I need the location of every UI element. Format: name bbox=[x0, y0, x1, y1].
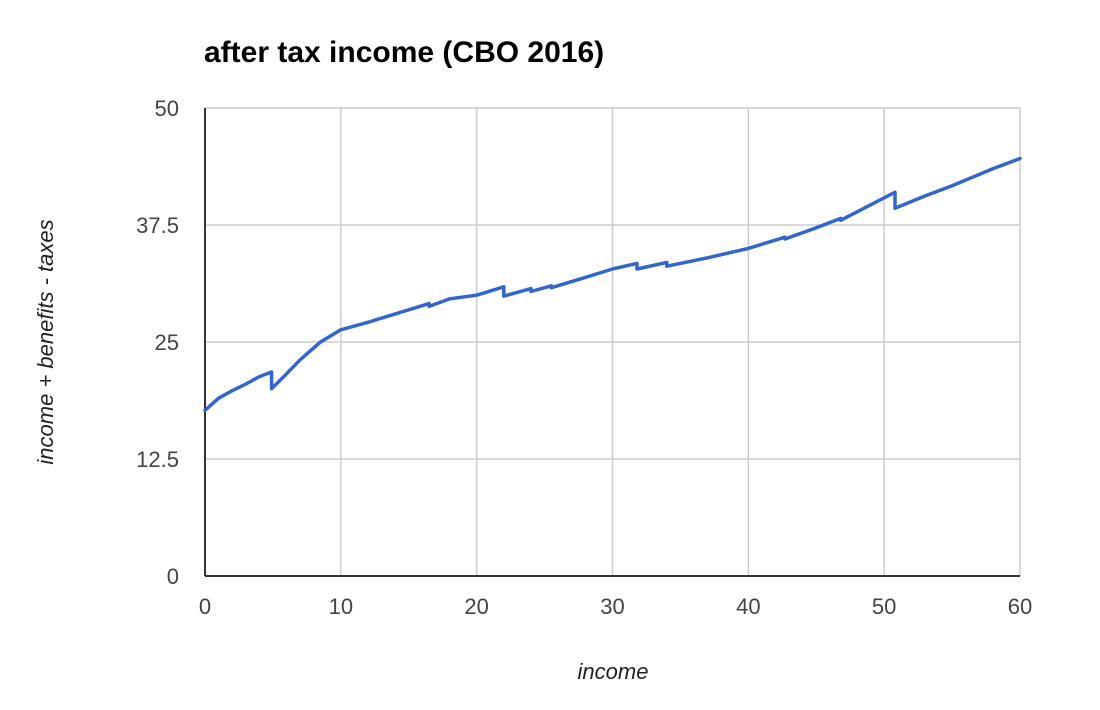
y-tick-label-1: 12.5 bbox=[136, 447, 179, 472]
x-tick-label-1: 10 bbox=[329, 594, 353, 619]
x-tick-label-6: 60 bbox=[1008, 594, 1032, 619]
y-tick-label-2: 25 bbox=[155, 330, 179, 355]
x-tick-label-3: 30 bbox=[600, 594, 624, 619]
chart-title: after tax income (CBO 2016) bbox=[204, 36, 604, 69]
y-tick-label-4: 50 bbox=[155, 96, 179, 121]
axis-layer bbox=[204, 108, 1020, 577]
series-line-0 bbox=[203, 156, 1022, 413]
x-tick-label-5: 50 bbox=[872, 594, 896, 619]
x-tick-label-2: 20 bbox=[464, 594, 488, 619]
x-tick-label-4: 40 bbox=[736, 594, 760, 619]
tick-layer: 0 10 20 30 40 50 60 0 12.5 25 37.5 50 bbox=[136, 96, 1032, 619]
y-tick-label-3: 37.5 bbox=[136, 213, 179, 238]
y-axis-label: income + benefits - taxes bbox=[33, 219, 58, 464]
grid-layer bbox=[205, 107, 1021, 576]
x-axis-label: income bbox=[578, 659, 649, 684]
x-tick-label-0: 0 bbox=[199, 594, 211, 619]
series-layer bbox=[203, 156, 1022, 413]
y-tick-label-0: 0 bbox=[167, 564, 179, 589]
